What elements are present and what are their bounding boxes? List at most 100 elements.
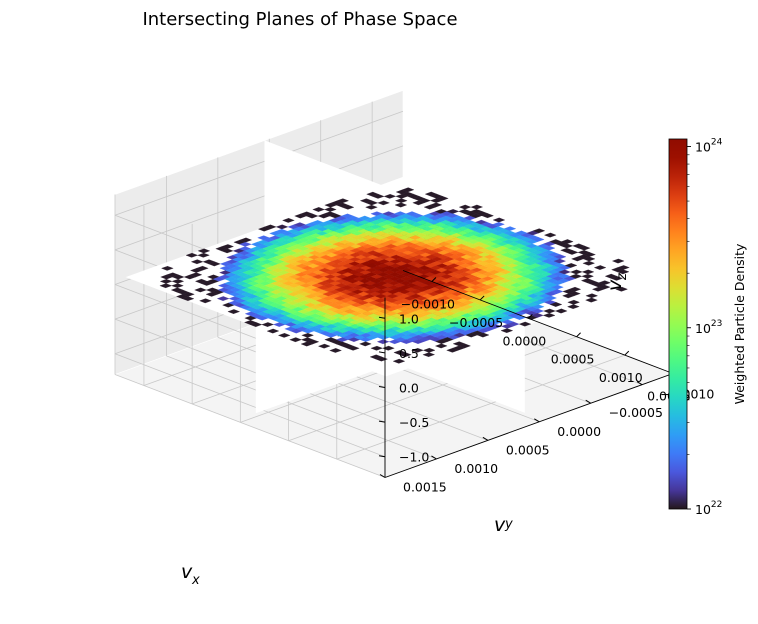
density-cell-vxvy (199, 298, 212, 304)
density-cell-vxvy (329, 348, 342, 353)
density-cell-vxvy (532, 228, 546, 234)
density-cell-vxvy (554, 308, 568, 314)
density-cell-vxvy (542, 313, 556, 318)
density-cell-vxvy (289, 337, 302, 343)
density-cell-vxvy (507, 321, 520, 327)
z-axis-tick-mark (378, 455, 386, 458)
z-axis-label-subscript: z (615, 272, 630, 281)
y-axis-tick-label: 0.0010 (454, 461, 498, 476)
z-axis-tick-label: 0.5 (399, 346, 419, 361)
z-axis-tick-label: −1.0 (399, 450, 429, 465)
density-cell-vxvy (197, 252, 210, 258)
colorbar-tick-base: 10 (695, 321, 711, 336)
x-axis-tick-label: 0.0000 (503, 333, 547, 348)
density-cell-vxvy (312, 207, 325, 212)
density-cell-vxvy (216, 296, 230, 301)
density-cell-vxvy (181, 296, 195, 301)
colorbar-gradient (668, 138, 688, 510)
x-axis-tick-label: 0.0010 (599, 370, 643, 385)
x-axis-tick-mark (431, 277, 437, 282)
y-axis-label-main: v (494, 514, 506, 536)
density-cell-vxvy (549, 302, 563, 307)
density-cell-vxvy (185, 252, 199, 258)
z-axis-tick-label: 1.0 (399, 311, 419, 326)
z-axis-tick-label: 0.0 (399, 381, 419, 396)
density-cells (159, 187, 630, 364)
z-axis-label-main: v (604, 279, 626, 291)
density-cell-vxvy (370, 345, 384, 351)
gridline-z-side (114, 110, 404, 216)
density-cell-vxvy (593, 265, 607, 270)
density-cell-vxvy (550, 289, 564, 294)
density-cell-vxvy (616, 269, 630, 275)
chart-title: Intersecting Planes of Phase Space (142, 9, 457, 30)
x-axis-tick-label: 0.0005 (551, 352, 595, 367)
density-cell-vxvy (371, 194, 385, 199)
x-axis-tick-mark (624, 350, 630, 356)
density-cell-vxvy (347, 345, 360, 351)
density-cell-vxvy (564, 263, 578, 268)
density-cell-vxvy (610, 276, 623, 281)
density-cell-vxvy (458, 343, 471, 349)
density-cell-vxvy (305, 213, 319, 219)
density-cell-vxvy (429, 202, 443, 208)
x-axis-label-subscript: x (191, 573, 200, 588)
x-axis-tick-mark (479, 295, 485, 301)
density-cell-vxvy (615, 286, 628, 292)
y-axis-line (384, 373, 674, 478)
density-cell-vxvy (565, 250, 579, 255)
density-cell-vxvy (261, 322, 274, 327)
y-axis-tick-mark (431, 455, 437, 460)
density-cell-vxvy (481, 213, 494, 219)
y-axis-tick-mark (379, 474, 386, 478)
density-cell-vxvy (189, 272, 203, 278)
y-axis-label: v y (494, 514, 513, 536)
density-cell-vxvy (569, 273, 583, 279)
x-axis-label: v x (181, 561, 200, 588)
density-cell-vxvy (394, 202, 408, 208)
density-cell-vxvy (266, 328, 280, 334)
density-cell-vxvy (476, 332, 490, 338)
density-cell-vxvy (220, 248, 234, 254)
z-axis-tick-mark (378, 386, 386, 388)
density-cell-vxvy (249, 322, 263, 327)
x-axis-tick-mark (528, 313, 533, 319)
y-axis-tick-mark (482, 436, 489, 441)
y-axis-tick-label: 0.0000 (557, 424, 601, 439)
x-axis-line (402, 270, 674, 374)
gridline-z-back (114, 353, 386, 458)
x-axis-label-main: v (181, 561, 193, 583)
y-axis-tick-label: 0.0005 (506, 442, 550, 457)
density-cell-vxvy (567, 304, 580, 309)
gridline-z-side (114, 145, 404, 251)
density-cell-vxvy (227, 309, 241, 314)
density-cell-vxvy (418, 198, 431, 203)
density-cell-vxvy (500, 328, 514, 333)
density-cell-vxvy (194, 287, 207, 293)
y-axis-tick-mark (534, 418, 540, 423)
y-axis-tick-mark (585, 399, 591, 404)
density-cell-vxvy (376, 339, 390, 345)
density-cell-vxvy (377, 200, 390, 206)
colorbar-tick-exponent: 24 (711, 138, 723, 148)
y-axis-label-subscript: y (504, 517, 513, 532)
density-cell-vxvy (399, 352, 412, 358)
colorbar-tick-exponent: 22 (711, 500, 722, 510)
density-cell-vxvy (365, 204, 378, 210)
colorbar-tick-base: 10 (695, 140, 711, 155)
z-axis-tick-label: −0.5 (399, 415, 429, 430)
gridline-z-back (114, 318, 386, 423)
density-cell-vxvy (161, 266, 174, 271)
density-cell-vxvy (582, 260, 596, 266)
density-cell-vxvy (383, 194, 397, 199)
density-cell-vxvy (434, 343, 448, 349)
z-axis-tick-mark (378, 351, 386, 354)
z-axis-tick-mark (378, 420, 386, 423)
density-cell-vxvy (159, 283, 173, 289)
density-cell-vxvy (518, 321, 532, 327)
density-cell-vxvy (411, 348, 424, 353)
z-axis-tick-mark (378, 316, 386, 319)
y-axis-tick-label: −0.0005 (609, 405, 663, 420)
